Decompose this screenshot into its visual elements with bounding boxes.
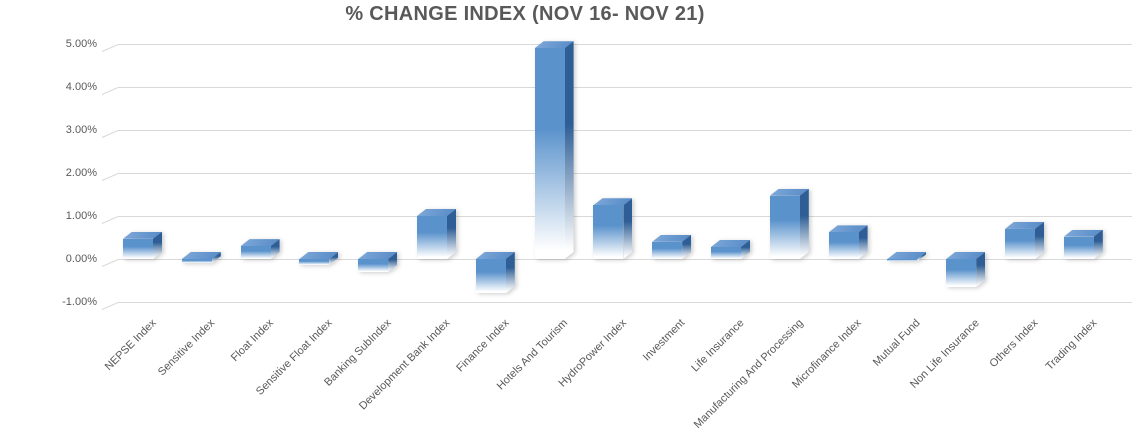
bar-front-face <box>828 232 859 259</box>
bar-life-insurance <box>711 239 750 259</box>
gridline <box>101 173 1132 181</box>
bar-front-face <box>1005 228 1035 259</box>
bar-development-bank-index <box>417 209 456 259</box>
bar-front-face <box>358 259 389 272</box>
x-axis-label-float-index: Float Index <box>229 317 277 364</box>
bar-top-face <box>711 239 750 247</box>
gridline <box>101 130 1132 138</box>
bar-front-face <box>299 259 330 265</box>
bar-side-face <box>153 231 162 259</box>
bar-side-face <box>505 252 515 294</box>
bar-top-face <box>358 252 398 259</box>
bar-side-face <box>917 252 927 262</box>
gridline <box>101 87 1132 95</box>
bar-others-index <box>1005 221 1044 259</box>
bar-side-face <box>858 225 868 259</box>
bar-front-face <box>593 205 624 259</box>
bar-top-face <box>475 252 515 259</box>
bar-sensitive-float-index <box>299 252 339 265</box>
bar-hotels-and-tourism <box>534 41 574 259</box>
x-axis-label-manufacturing-and-processing: Manufacturing And Processing <box>691 317 806 431</box>
bar-top-face <box>299 252 339 259</box>
bar-top-face <box>769 188 809 196</box>
bar-microfinance-index <box>828 225 868 259</box>
bar-top-face <box>534 41 574 49</box>
bar-side-face <box>329 252 339 265</box>
y-tick-label: 0.00% <box>65 253 97 265</box>
bar-top-face <box>123 231 162 239</box>
gridline <box>101 302 1132 310</box>
bar-sensitive-index <box>181 252 221 264</box>
bar-side-face <box>447 209 456 259</box>
bar-side-face <box>799 188 809 259</box>
bar-front-face <box>946 259 977 287</box>
bar-front-face <box>475 259 506 294</box>
bar-side-face <box>388 252 398 272</box>
bar-side-face <box>564 41 574 259</box>
bar-investment <box>652 234 692 259</box>
x-axis-label-trading-index: Trading Index <box>1043 317 1100 373</box>
y-tick-label: 2.00% <box>65 167 97 179</box>
y-tick-label: 4.00% <box>65 81 97 93</box>
bar-non-life-insurance <box>946 252 986 287</box>
bar-top-face <box>828 225 868 233</box>
bar-front-face <box>417 216 447 259</box>
bar-front-face <box>181 259 212 264</box>
gridline <box>101 44 1132 52</box>
bar-front-face <box>769 195 800 259</box>
bar-side-face <box>623 198 633 259</box>
bar-mutual-fund <box>887 252 927 262</box>
bar-front-face <box>887 259 918 262</box>
x-axis-label-finance-index: Finance Index <box>453 317 512 375</box>
bar-nepse-index <box>123 231 162 259</box>
bar-top-face <box>240 239 280 247</box>
bar-top-face <box>181 252 221 259</box>
bar-top-face <box>417 209 456 216</box>
bar-front-face <box>1063 236 1094 259</box>
x-axis-label-mutual-fund: Mutual Fund <box>871 317 923 369</box>
bar-banking-subindex <box>358 252 398 272</box>
bar-top-face <box>1063 229 1103 237</box>
x-axis-label-nepse-index: NEPSE Index <box>102 317 159 374</box>
bar-side-face <box>1035 221 1044 259</box>
bar-float-index <box>240 239 280 259</box>
bar-side-face <box>682 234 692 259</box>
bar-side-face <box>211 252 221 264</box>
bar-front-face <box>123 238 153 259</box>
bar-manufacturing-and-processing <box>769 188 809 259</box>
bar-side-face <box>270 239 280 259</box>
bar-top-face <box>887 252 927 259</box>
bar-side-face <box>976 252 986 287</box>
bar-top-face <box>1005 221 1044 229</box>
bar-top-face <box>593 198 633 206</box>
y-tick-label: -1.00% <box>62 296 97 308</box>
bar-front-face <box>711 246 741 259</box>
bar-finance-index <box>475 252 515 294</box>
bar-top-face <box>652 234 692 242</box>
bar-side-face <box>741 239 750 259</box>
x-axis-label-sensitive-index: Sensitive Index <box>156 317 218 379</box>
chart-title: % CHANGE INDEX (NOV 16- NOV 21) <box>345 3 705 25</box>
bar-hydropower-index <box>593 198 633 259</box>
gridline <box>101 259 1132 267</box>
bar-top-face <box>946 252 986 259</box>
bar-front-face <box>534 48 565 259</box>
y-tick-label: 1.00% <box>65 210 97 222</box>
bar-trading-index <box>1063 229 1103 259</box>
y-tick-label: 3.00% <box>65 124 97 136</box>
x-axis-label-investment: Investment <box>641 317 688 364</box>
bar-front-face <box>240 246 271 259</box>
y-tick-label: 5.00% <box>65 38 97 50</box>
x-axis-label-life-insurance: Life Insurance <box>689 317 747 375</box>
bar-side-face <box>1093 229 1103 259</box>
bar-front-face <box>652 241 683 259</box>
x-axis-label-others-index: Others Index <box>987 317 1041 371</box>
